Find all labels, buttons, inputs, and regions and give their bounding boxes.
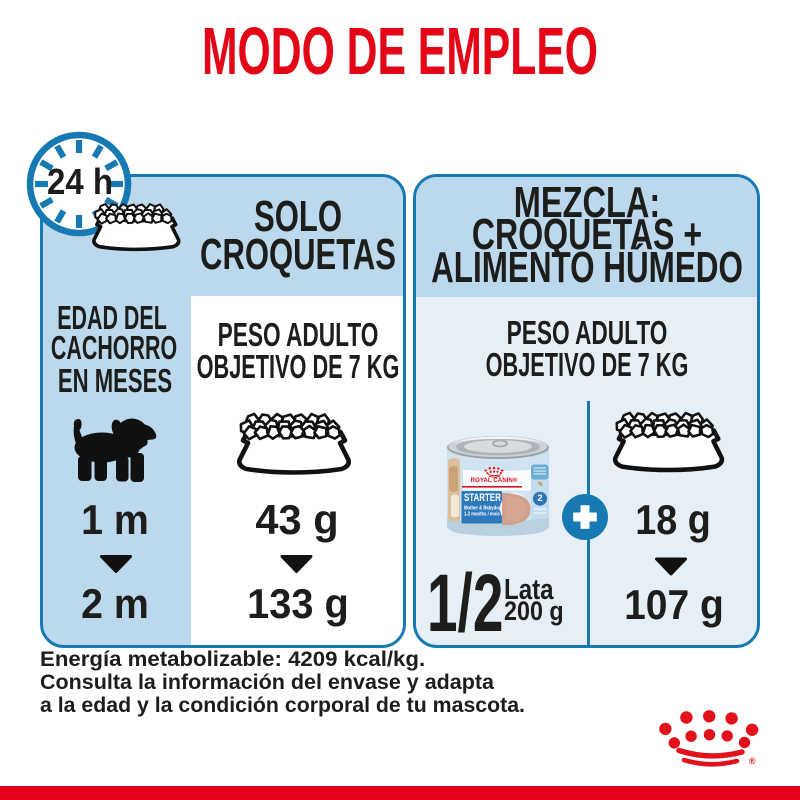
svg-text:®: ® xyxy=(749,756,756,766)
